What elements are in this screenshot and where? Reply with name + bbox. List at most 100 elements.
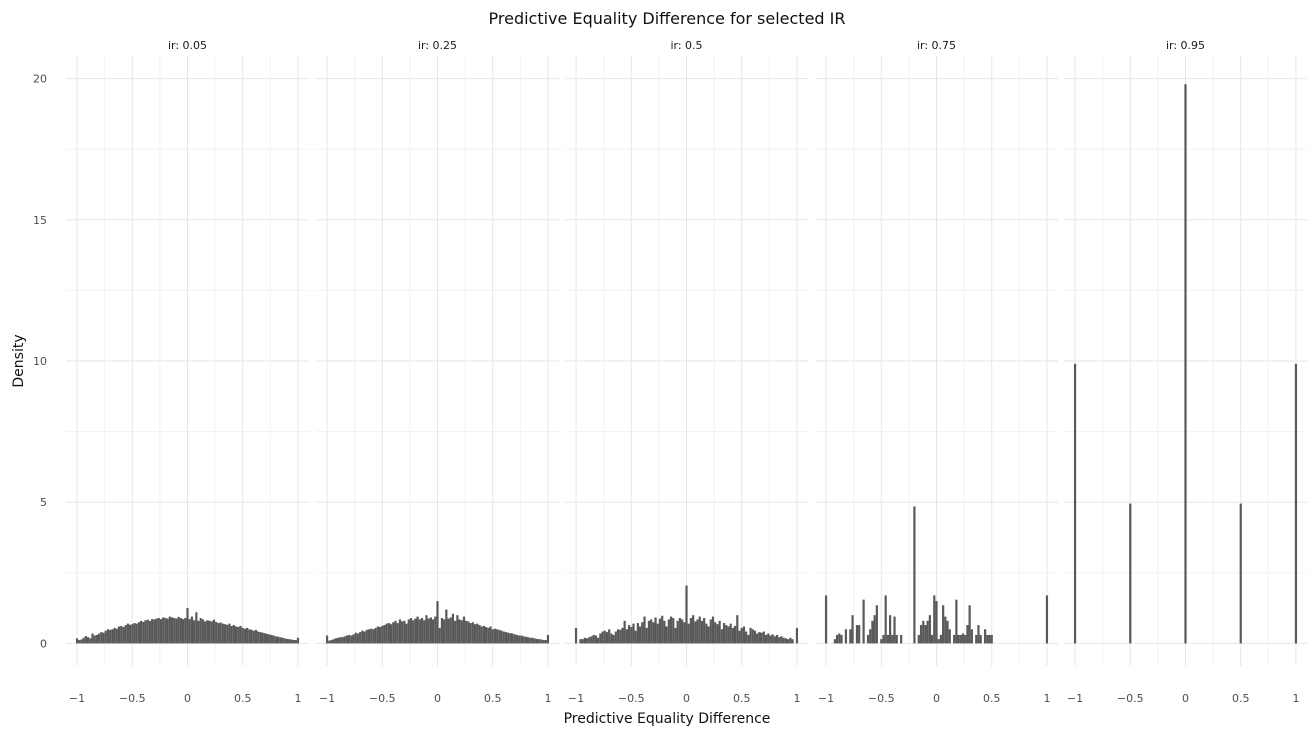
- histogram-bar: [957, 634, 960, 644]
- histogram-bar: [574, 627, 578, 644]
- histogram-bar: [509, 633, 512, 644]
- histogram-bar: [590, 636, 593, 644]
- histogram-bar: [394, 620, 397, 644]
- histogram-bar: [274, 636, 277, 644]
- histogram-bar: [153, 619, 156, 644]
- y-axis-label: Density: [11, 334, 27, 387]
- x-tick-label: −0.5: [119, 692, 146, 705]
- histogram-bar: [639, 626, 642, 644]
- histogram-bar: [518, 635, 521, 644]
- histogram-bar: [210, 621, 213, 644]
- histogram-bar: [484, 627, 488, 644]
- histogram-bar: [979, 634, 982, 644]
- x-tick-label: −1: [818, 692, 834, 705]
- histogram-bar: [392, 622, 395, 644]
- histogram-bar: [583, 637, 586, 644]
- histogram-bar: [405, 623, 408, 644]
- histogram-bar: [742, 626, 746, 644]
- histogram-bar: [104, 630, 107, 644]
- histogram-bar: [219, 622, 222, 644]
- histogram-bar: [91, 633, 94, 644]
- histogram-bar: [687, 623, 690, 644]
- histogram-bar: [109, 629, 112, 644]
- facet-panel: ir: 0.75 −1 −0.5 0 0.5 1: [815, 39, 1058, 705]
- histogram-bar: [880, 639, 883, 644]
- histogram-bar: [773, 636, 776, 644]
- histogram-bar: [124, 625, 127, 644]
- histogram-bar: [753, 630, 757, 644]
- histogram-bar: [401, 621, 404, 644]
- histogram-bar: [672, 617, 675, 644]
- histogram-bar: [193, 620, 196, 644]
- histogram-bar: [170, 617, 174, 644]
- histogram-bar: [592, 634, 595, 644]
- histogram-bar: [627, 625, 631, 644]
- histogram-bar: [791, 639, 794, 644]
- histogram-bar: [645, 627, 648, 644]
- histogram-bar: [294, 640, 297, 644]
- x-tick-label: 1: [793, 692, 800, 705]
- histogram-bar: [930, 634, 934, 644]
- histogram-bar: [157, 617, 160, 644]
- histogram-bar: [276, 636, 280, 644]
- x-tick-label: 0: [184, 692, 191, 705]
- histogram-bar: [460, 620, 463, 644]
- histogram-bar: [451, 613, 455, 644]
- histogram-bar: [223, 624, 227, 644]
- histogram-bar: [372, 629, 375, 644]
- histogram-bar: [480, 626, 483, 644]
- histogram-bar: [658, 618, 662, 644]
- histogram-bar: [162, 617, 165, 644]
- histogram-bar: [729, 623, 732, 644]
- histogram-bar: [727, 626, 730, 644]
- histogram-bar: [106, 629, 110, 644]
- histogram-bar: [621, 627, 624, 644]
- histogram-bar: [126, 623, 129, 644]
- histogram-bar: [1184, 84, 1187, 644]
- histogram-bar: [197, 620, 200, 644]
- histogram-bar: [265, 633, 269, 644]
- histogram-bar: [882, 634, 885, 644]
- histogram-bar: [155, 618, 158, 644]
- histogram-bar: [939, 634, 943, 644]
- histogram-bar: [959, 634, 962, 644]
- histogram-bar: [749, 627, 752, 644]
- histogram-bar: [977, 625, 980, 644]
- histogram-bar: [500, 630, 503, 644]
- histogram-bar: [239, 625, 242, 644]
- x-tick-label: 0: [434, 692, 441, 705]
- histogram-bar: [414, 618, 417, 644]
- histogram-bar: [98, 633, 101, 644]
- histogram-bar: [416, 616, 419, 644]
- histogram-bar: [623, 620, 626, 644]
- histogram-bar: [647, 620, 651, 644]
- histogram-bar: [869, 629, 872, 644]
- histogram-bar: [359, 632, 362, 644]
- histogram-bar: [263, 633, 266, 644]
- facet-panel: ir: 0.5 −1 −0.5 0 0.5 1: [565, 39, 808, 705]
- histogram-bar: [625, 629, 628, 644]
- x-tick-label: −1: [319, 692, 335, 705]
- histogram-bar: [1129, 503, 1132, 644]
- histogram-bar: [148, 620, 152, 644]
- histogram-bar: [199, 617, 202, 644]
- histogram-bar: [465, 620, 468, 644]
- histogram-bar: [425, 615, 428, 644]
- histogram-bar: [866, 634, 870, 644]
- histogram-bar: [983, 629, 987, 644]
- histogram-bar: [352, 634, 355, 644]
- histogram-bar: [217, 623, 220, 644]
- x-tick-label: −0.5: [618, 692, 645, 705]
- histogram-bar: [913, 506, 916, 644]
- histogram-bar: [926, 620, 929, 644]
- histogram-bar: [711, 616, 715, 644]
- histogram-bar: [542, 640, 545, 644]
- histogram-bar: [181, 619, 185, 644]
- histogram-bar: [709, 619, 712, 644]
- histogram-bar: [780, 636, 783, 644]
- histogram-bar: [186, 608, 189, 644]
- histogram-bar: [599, 633, 602, 644]
- histogram-bar: [700, 620, 704, 644]
- histogram-bar: [844, 629, 848, 644]
- histogram-bar: [988, 634, 991, 644]
